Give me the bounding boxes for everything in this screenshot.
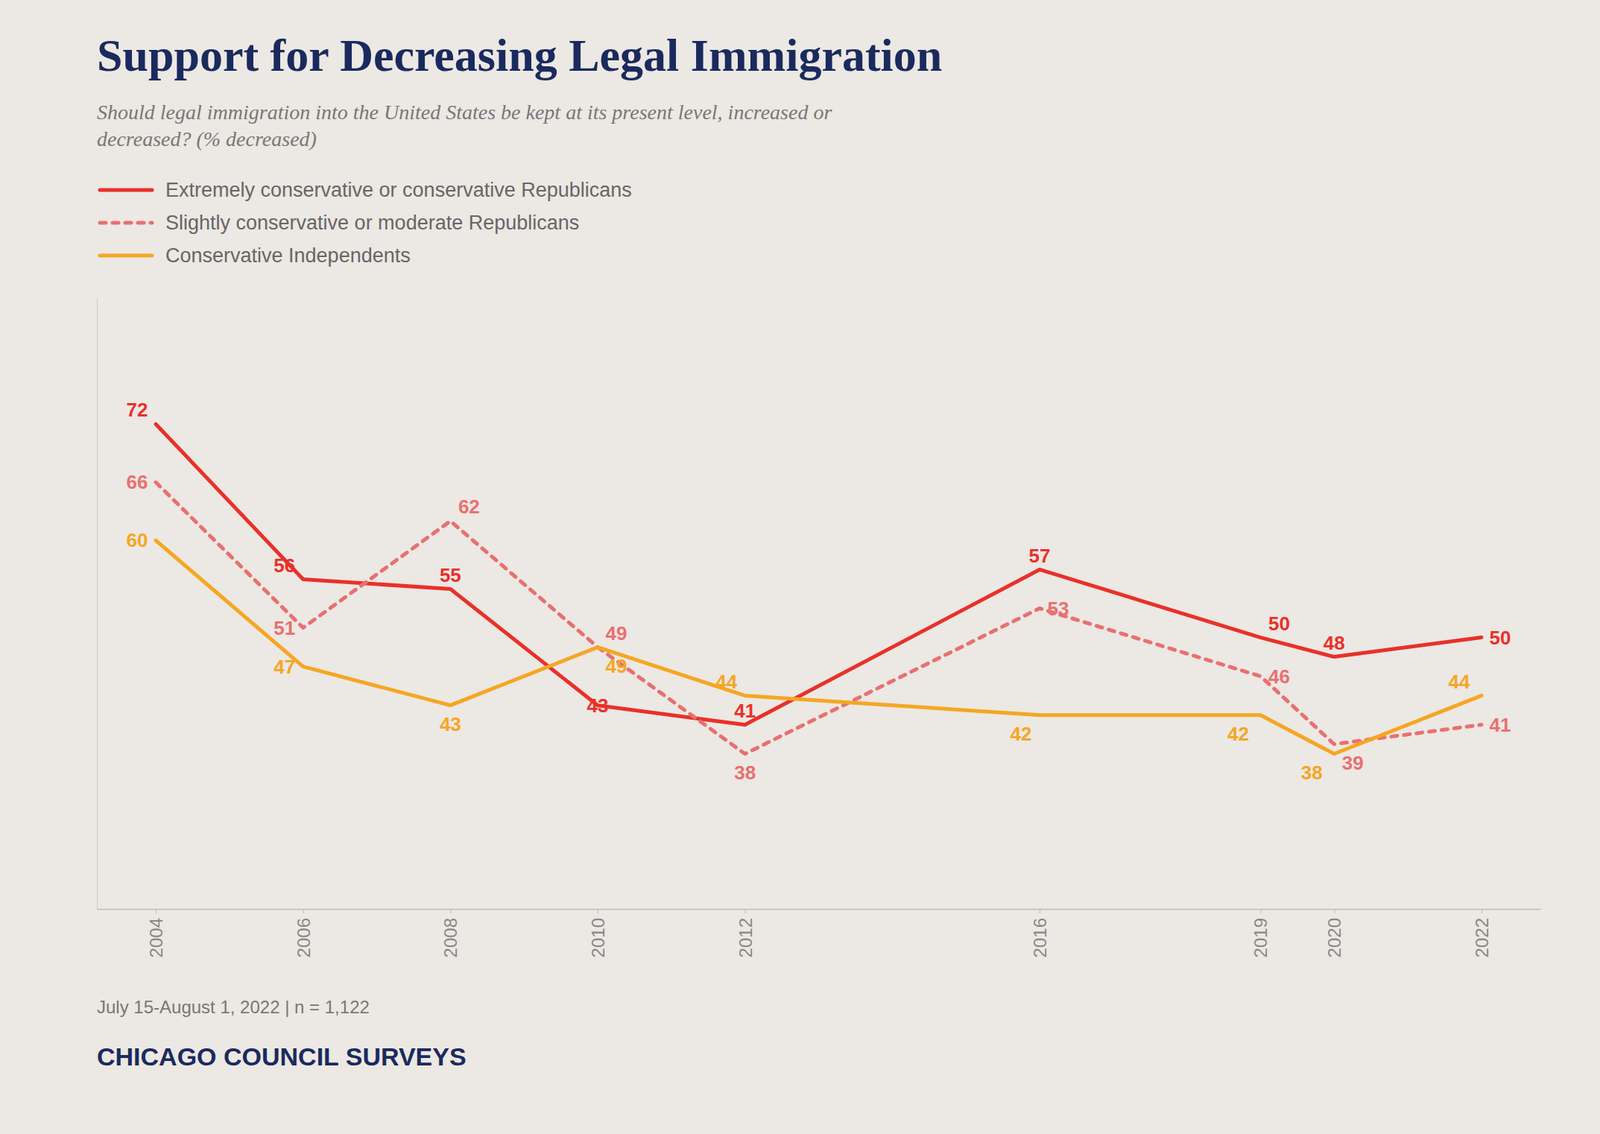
x-axis: 2004 2006 2008 2010 2012 2016 2019 2020 2022: [97, 909, 1542, 958]
legend-item: Conservative Independents: [99, 244, 411, 267]
data-label: 66: [126, 470, 149, 494]
data-label: 42: [1010, 722, 1033, 746]
x-tick-mark: [745, 909, 746, 914]
data-label: 50: [1488, 626, 1511, 650]
legend: Extremely conservative or conservative R…: [99, 178, 632, 267]
data-label: 55: [439, 564, 462, 587]
data-label: 49: [605, 655, 628, 678]
background: [0, 0, 1600, 1134]
data-label: 49: [605, 622, 628, 645]
data-label: 43: [439, 713, 462, 736]
data-labels: 72 56 55 43 41 57 50 48 50 66 51 62 49 38 53 46 39 41 60 47…: [126, 398, 1512, 784]
data-label: 43: [587, 694, 609, 717]
x-tick-mark: [1260, 909, 1261, 914]
data-label: 56: [273, 554, 296, 577]
x-tick: 2012: [735, 909, 756, 958]
x-tick-label: 2012: [735, 918, 756, 958]
data-label: 44: [715, 670, 738, 694]
x-tick-label: 2004: [146, 918, 167, 958]
x-tick-label: 2019: [1250, 918, 1271, 958]
x-tick-mark: [1481, 909, 1483, 914]
data-label: 42: [1227, 722, 1249, 746]
x-tick-mark: [1039, 909, 1041, 914]
x-tick-label: 2020: [1324, 918, 1345, 958]
data-label: 57: [1029, 544, 1051, 568]
chart: Support for Decreasing Legal Immigration…: [0, 0, 1600, 1134]
x-tick: 2020: [1324, 909, 1345, 958]
x-tick-mark: [1333, 909, 1335, 914]
legend-swatch: [99, 188, 153, 193]
data-label: 50: [1268, 612, 1290, 635]
data-label: 47: [273, 655, 296, 679]
data-label: 46: [1268, 665, 1290, 688]
legend-label: Extremely conservative or conservative R…: [165, 178, 632, 202]
x-tick: 2022: [1471, 909, 1492, 958]
data-label: 38: [1301, 761, 1323, 784]
x-tick-label: 2022: [1471, 918, 1492, 958]
data-label: 62: [458, 495, 480, 518]
x-tick: 2006: [293, 909, 314, 958]
legend-label: Slightly conservative or moderate Republ…: [165, 211, 580, 235]
legend-label: Conservative Independents: [165, 244, 411, 267]
y-axis: [96, 298, 98, 910]
x-tick-label: 2010: [587, 918, 609, 958]
title: Support for Decreasing Legal Immigration: [96, 29, 942, 81]
series-line: [155, 482, 1482, 754]
x-tick-label: 2016: [1029, 918, 1051, 958]
y-axis-line: [96, 298, 98, 910]
legend-swatch: [99, 221, 153, 226]
source: CHICAGO COUNCIL SURVEYS: [96, 1042, 467, 1071]
x-tick-label: 2006: [293, 918, 314, 958]
lines: [155, 424, 1482, 755]
x-tick-mark: [303, 909, 305, 914]
legend-item: Extremely conservative or conservative R…: [99, 178, 632, 202]
x-tick: 2010: [587, 909, 609, 958]
data-label: 53: [1047, 597, 1070, 621]
x-tick: 2004: [146, 909, 167, 958]
x-axis-line: [97, 909, 1542, 911]
plot: 2004 2006 2008 2010 2012 2016 2019 2020 2022 72 56…: [97, 298, 1542, 959]
x-tick-mark: [597, 909, 599, 914]
x-tick-mark: [155, 909, 157, 914]
series-line: [155, 540, 1482, 754]
data-label: 41: [1488, 713, 1511, 737]
data-label: 44: [1447, 670, 1470, 694]
data-label: 51: [273, 617, 296, 640]
data-label: 60: [126, 529, 149, 552]
data-label: 39: [1342, 751, 1364, 775]
data-label: 48: [1323, 631, 1346, 655]
x-tick: 2008: [440, 909, 461, 958]
legend-swatch: [99, 254, 153, 258]
legend-item: Slightly conservative or moderate Republ…: [99, 211, 580, 235]
x-tick: 2016: [1029, 909, 1051, 958]
data-label: 72: [126, 398, 149, 422]
subtitle: Should legal immigration into the United…: [96, 100, 832, 151]
x-tick-mark: [450, 909, 451, 914]
x-tick-label: 2008: [440, 918, 461, 958]
footnote: July 15-August 1, 2022 | n = 1,122: [96, 997, 370, 1018]
x-tick: 2019: [1250, 909, 1271, 958]
data-label: 41: [734, 699, 756, 723]
data-label: 38: [734, 761, 756, 784]
